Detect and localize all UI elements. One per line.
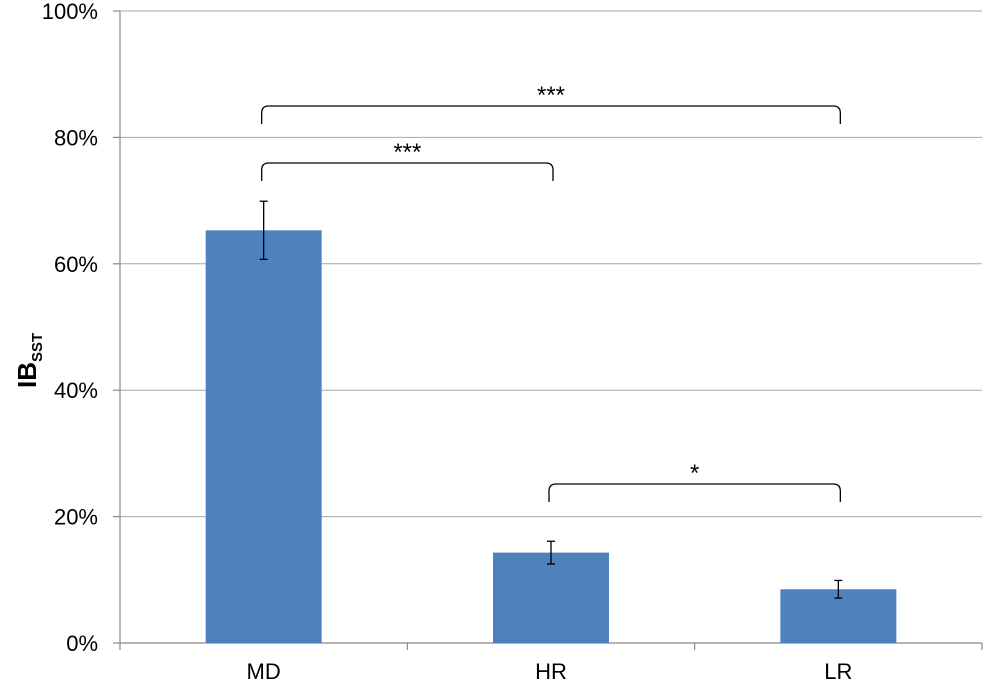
y-tick-label: 60% bbox=[54, 252, 98, 277]
y-tick-label: 100% bbox=[42, 0, 98, 24]
bar-hr bbox=[493, 552, 609, 643]
y-tick-label: 0% bbox=[66, 631, 98, 656]
bar-md bbox=[205, 230, 322, 643]
x-tick-label-lr: LR bbox=[824, 659, 852, 683]
significance-label: *** bbox=[393, 139, 421, 166]
y-axis-label-subscript: SST bbox=[29, 333, 46, 362]
significance-label: *** bbox=[537, 82, 565, 109]
y-tick-label: 20% bbox=[54, 505, 98, 530]
significance-label: * bbox=[690, 460, 699, 487]
significance-bracket bbox=[261, 162, 554, 181]
tick-labels: 0% 20% 40% 60% 80% 100% MD HR LR bbox=[42, 0, 853, 683]
y-tick-label: 80% bbox=[54, 125, 98, 150]
error-bars bbox=[259, 200, 843, 599]
significance-bracket bbox=[261, 105, 841, 124]
y-axis-label: IBSST bbox=[12, 333, 46, 388]
x-tick-label-hr: HR bbox=[535, 659, 567, 683]
x-tick-label-md: MD bbox=[247, 659, 281, 683]
significance-bracket bbox=[548, 483, 841, 502]
y-tick-label: 40% bbox=[54, 378, 98, 403]
significance-brackets: ******* bbox=[261, 82, 841, 502]
bars bbox=[205, 230, 897, 643]
